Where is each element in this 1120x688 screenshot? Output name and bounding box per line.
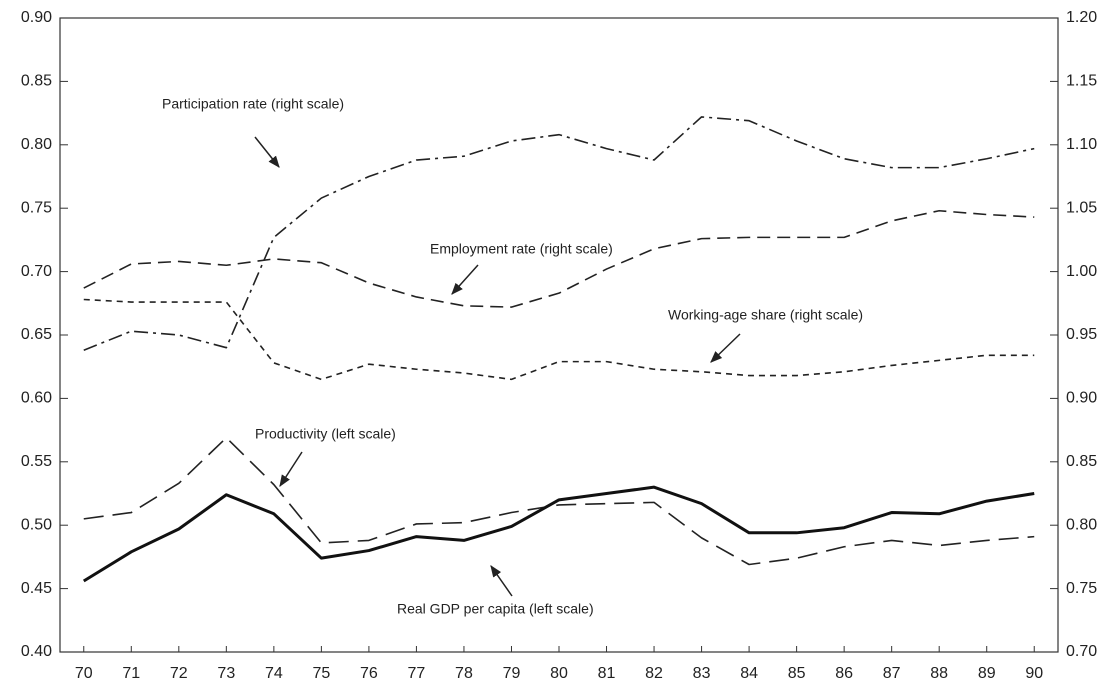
y2-tick-label: 1.05: [1066, 199, 1097, 216]
y2-tick-label: 0.70: [1066, 643, 1097, 660]
x-tick-label: 89: [978, 665, 996, 682]
annotation: Real GDP per capita (left scale): [397, 601, 594, 617]
annotation: Employment rate (right scale): [430, 241, 613, 257]
x-tick-label: 77: [408, 665, 426, 682]
y-tick-label: 0.70: [21, 263, 52, 280]
y2-tick-label: 0.90: [1066, 390, 1097, 407]
arrow: [451, 264, 479, 295]
y-tick-label: 0.80: [21, 136, 52, 153]
x-tick-label: 74: [265, 665, 283, 682]
series-line: [82, 485, 1035, 583]
annotation: Participation rate (right scale): [162, 96, 344, 112]
y-tick-label: 0.65: [21, 326, 52, 343]
y2-tick-label: 0.85: [1066, 453, 1097, 470]
x-tick-label: 70: [75, 665, 93, 682]
y-tick-label: 0.60: [21, 390, 52, 407]
x-tick-label: 80: [550, 665, 568, 682]
x-tick-label: 85: [788, 665, 806, 682]
y2-tick-label: 0.95: [1066, 326, 1097, 343]
arrow: [279, 451, 303, 488]
y2-tick-label: 1.10: [1066, 136, 1097, 153]
x-tick-label: 79: [503, 665, 521, 682]
x-tick-label: 82: [645, 665, 663, 682]
arrow: [710, 333, 741, 363]
x-tick-label: 75: [312, 665, 330, 682]
series-line: [83, 436, 1035, 566]
y2-tick-label: 1.00: [1066, 263, 1097, 280]
plot-frame: [59, 17, 1059, 653]
series-line: [83, 116, 1035, 351]
y-tick-label: 0.55: [21, 453, 52, 470]
y-tick-label: 0.75: [21, 199, 52, 216]
y-tick-label: 0.85: [21, 73, 52, 90]
x-tick-label: 88: [930, 665, 948, 682]
x-tick-label: 90: [1025, 665, 1043, 682]
x-tick-label: 78: [455, 665, 473, 682]
y-tick-label: 0.40: [21, 643, 52, 660]
x-tick-label: 72: [170, 665, 188, 682]
x-tick-label: 86: [835, 665, 853, 682]
arrow: [254, 136, 280, 168]
x-tick-label: 83: [693, 665, 711, 682]
arrow: [490, 565, 513, 597]
series-line: [83, 209, 1035, 308]
y2-tick-label: 0.75: [1066, 580, 1097, 597]
y2-tick-label: 0.80: [1066, 516, 1097, 533]
annotation: Productivity (left scale): [255, 426, 396, 442]
annotation: Working-age share (right scale): [668, 307, 863, 323]
x-tick-label: 73: [217, 665, 235, 682]
x-tick-label: 71: [122, 665, 140, 682]
x-tick-label: 76: [360, 665, 378, 682]
y-tick-label: 0.50: [21, 516, 52, 533]
y2-tick-label: 1.15: [1066, 73, 1097, 90]
series-line: [83, 298, 1035, 381]
y2-tick-label: 1.20: [1066, 9, 1097, 26]
y-tick-label: 0.90: [21, 9, 52, 26]
y-tick-label: 0.45: [21, 580, 52, 597]
x-tick-label: 84: [740, 665, 758, 682]
x-tick-label: 81: [598, 665, 616, 682]
x-tick-label: 87: [883, 665, 901, 682]
